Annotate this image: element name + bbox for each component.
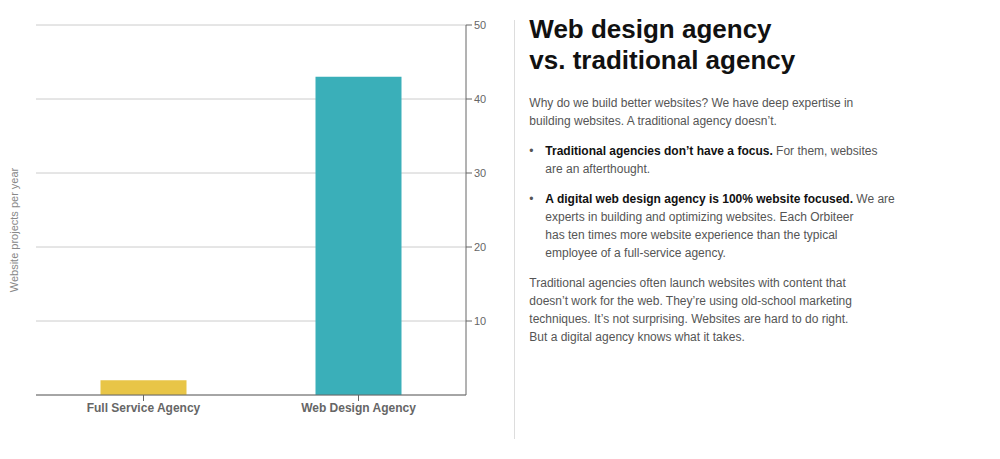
html-text:Traditional agencies don’t hav: Traditional agencies don’t have a focus.… [545,144,878,177]
svg-text:10: 10 [474,315,486,327]
svg-text:30: 30 [474,167,486,179]
html-text:Website projects per year: Website projects per year [8,167,20,292]
svg-text:Web Design Agency: Web Design Agency [301,401,416,415]
svg-text:Full Service Agency: Full Service Agency [87,401,201,415]
html-text:Why do we build better website: Why do we build better websites? We have… [529,96,854,129]
html-text:Web design agency: Web design agency [529,14,772,44]
svg-text:50: 50 [474,19,486,31]
svg-text:20: 20 [474,241,486,253]
html-text:Traditional agencies often lau: Traditional agencies often launch websit… [529,276,852,345]
html-text:vs. traditional agency: vs. traditional agency [529,45,796,76]
svg-text:40: 40 [474,93,486,105]
html-text:A digital web design agency is: A digital web design agency is 100% webs… [545,192,895,261]
